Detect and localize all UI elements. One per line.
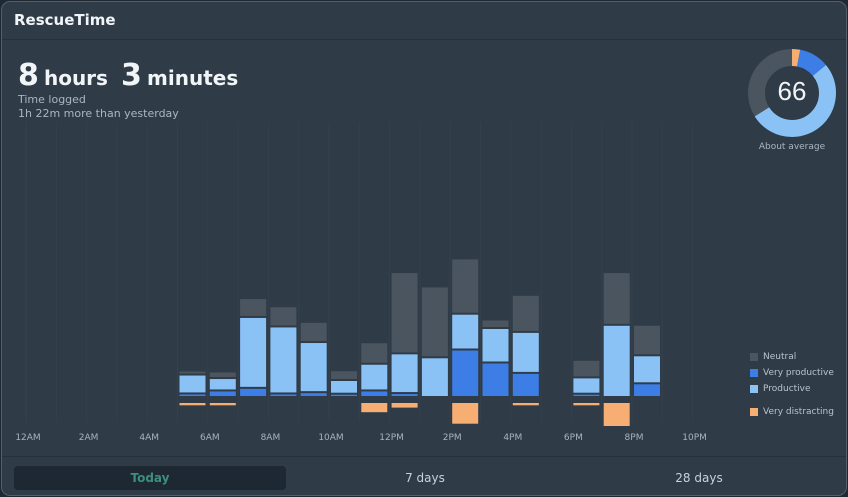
legend-neutral: Neutral — [750, 352, 796, 362]
x-axis-label: 6AM — [199, 433, 220, 443]
bar-very-productive-10AM[interactable] — [331, 394, 357, 396]
bar-very-productive-8PM[interactable] — [634, 384, 660, 396]
bar-productive-8AM[interactable] — [270, 327, 297, 393]
bar-productive-11AM[interactable] — [361, 364, 388, 390]
bar-very-productive-6AM[interactable] — [209, 391, 236, 396]
productivity-score-gauge[interactable] — [747, 48, 837, 138]
legend-very-distracting: Very distracting — [750, 407, 834, 417]
bar-very-distracting-11AM[interactable] — [361, 403, 388, 413]
comparison-text: 1h 22m more than yesterday — [18, 107, 179, 120]
legend-productive: Productive — [750, 384, 811, 394]
gauge-segment-productive — [748, 49, 836, 137]
x-axis-label: 2AM — [78, 433, 99, 443]
legend-label: Productive — [763, 384, 811, 394]
x-axis-label: 4AM — [139, 433, 160, 443]
bar-productive-3PM[interactable] — [482, 329, 509, 362]
bar-neutral-1PM[interactable] — [421, 287, 448, 357]
x-axis-label: 2PM — [442, 433, 462, 443]
range-tabs: Today 7 days 28 days — [2, 456, 846, 495]
legend-label: Neutral — [763, 352, 797, 362]
bar-neutral-10AM[interactable] — [331, 371, 357, 379]
bar-very-productive-3PM[interactable] — [482, 363, 509, 397]
minutes-unit: minutes — [147, 66, 239, 90]
score-label: About average — [758, 142, 826, 152]
bar-very-productive-2PM[interactable] — [452, 350, 479, 397]
x-axis-label: 12PM — [379, 433, 404, 443]
x-axis-label: 6PM — [563, 433, 583, 443]
hourly-activity-chart — [25, 122, 694, 426]
app-title: RescueTime — [14, 11, 116, 29]
bar-very-distracting-6AM[interactable] — [209, 403, 236, 406]
minutes-value: 3 — [121, 58, 142, 93]
x-axis-label: 10AM — [318, 433, 344, 443]
bar-neutral-4PM[interactable] — [512, 295, 539, 331]
legend-very-productive: Very productive — [750, 368, 834, 378]
bar-very-distracting-6PM[interactable] — [573, 403, 600, 406]
hours-unit: hours — [43, 66, 108, 90]
x-axis-label: 8AM — [260, 433, 281, 443]
bar-very-productive-5AM[interactable] — [179, 394, 206, 396]
bar-very-productive-8AM[interactable] — [270, 394, 297, 396]
bar-very-distracting-5AM[interactable] — [179, 403, 206, 406]
bar-productive-4PM[interactable] — [512, 332, 539, 372]
tab-today[interactable]: Today — [14, 466, 286, 490]
x-axis-label: 4PM — [503, 433, 523, 443]
bar-neutral-11AM[interactable] — [361, 343, 388, 363]
bar-very-distracting-12PM[interactable] — [391, 403, 418, 408]
bar-productive-5AM[interactable] — [179, 375, 206, 393]
title-bar: RescueTime — [2, 2, 846, 40]
productivity-score: 66 — [777, 76, 807, 106]
time-logged-total: 8 hours 3 minutes — [18, 58, 246, 93]
bar-very-productive-4PM[interactable] — [512, 373, 539, 396]
x-axis-label: 10PM — [682, 433, 707, 443]
very-distracting-swatch — [750, 408, 758, 416]
bar-very-productive-12PM[interactable] — [391, 394, 418, 396]
time-summary: 8 hours 3 minutes Time logged 1h 22m mor… — [18, 58, 246, 121]
hours-value: 8 — [18, 58, 39, 93]
bar-productive-8PM[interactable] — [634, 356, 660, 383]
bar-productive-10AM[interactable] — [331, 381, 357, 393]
bar-neutral-2PM[interactable] — [452, 259, 479, 313]
bar-neutral-12PM[interactable] — [391, 273, 418, 353]
productive-swatch — [750, 385, 758, 393]
x-axis-label: 12AM — [15, 433, 41, 443]
bar-productive-6AM[interactable] — [209, 379, 236, 390]
bar-neutral-5AM[interactable] — [179, 371, 206, 374]
gauge-segment-neutral — [748, 49, 836, 137]
tab-28-days[interactable]: 28 days — [675, 471, 723, 485]
bar-very-productive-7AM[interactable] — [240, 388, 267, 396]
bar-very-productive-11AM[interactable] — [361, 391, 388, 396]
bar-productive-9AM[interactable] — [300, 343, 327, 392]
bar-very-productive-9AM[interactable] — [300, 393, 327, 396]
legend-label: Very distracting — [763, 407, 834, 417]
bar-very-distracting-2PM[interactable] — [452, 403, 479, 424]
bar-productive-6PM[interactable] — [573, 378, 600, 393]
bar-productive-12PM[interactable] — [391, 354, 418, 393]
bar-productive-2PM[interactable] — [452, 314, 479, 349]
bar-very-distracting-4PM[interactable] — [512, 403, 539, 406]
bar-very-productive-6PM[interactable] — [573, 394, 600, 396]
tab-7-days[interactable]: 7 days — [405, 471, 445, 485]
time-logged-caption: Time logged — [18, 93, 86, 106]
gauge-center — [766, 67, 818, 119]
neutral-swatch — [750, 353, 758, 361]
bar-neutral-6AM[interactable] — [209, 372, 236, 378]
bar-productive-1PM[interactable] — [421, 358, 448, 396]
x-axis-label: 8PM — [624, 433, 644, 443]
bar-neutral-8AM[interactable] — [270, 307, 297, 326]
bar-neutral-8PM[interactable] — [634, 325, 660, 355]
bar-neutral-7PM[interactable] — [603, 273, 630, 324]
legend-label: Very productive — [763, 368, 834, 378]
bar-neutral-6PM[interactable] — [573, 360, 600, 377]
bar-neutral-3PM[interactable] — [482, 320, 509, 328]
bar-neutral-9AM[interactable] — [300, 322, 327, 342]
bar-very-distracting-7PM[interactable] — [603, 403, 630, 426]
bar-productive-7PM[interactable] — [603, 325, 630, 396]
bar-neutral-7AM[interactable] — [240, 299, 267, 316]
bar-productive-7AM[interactable] — [240, 317, 267, 387]
very-productive-swatch — [750, 369, 758, 377]
